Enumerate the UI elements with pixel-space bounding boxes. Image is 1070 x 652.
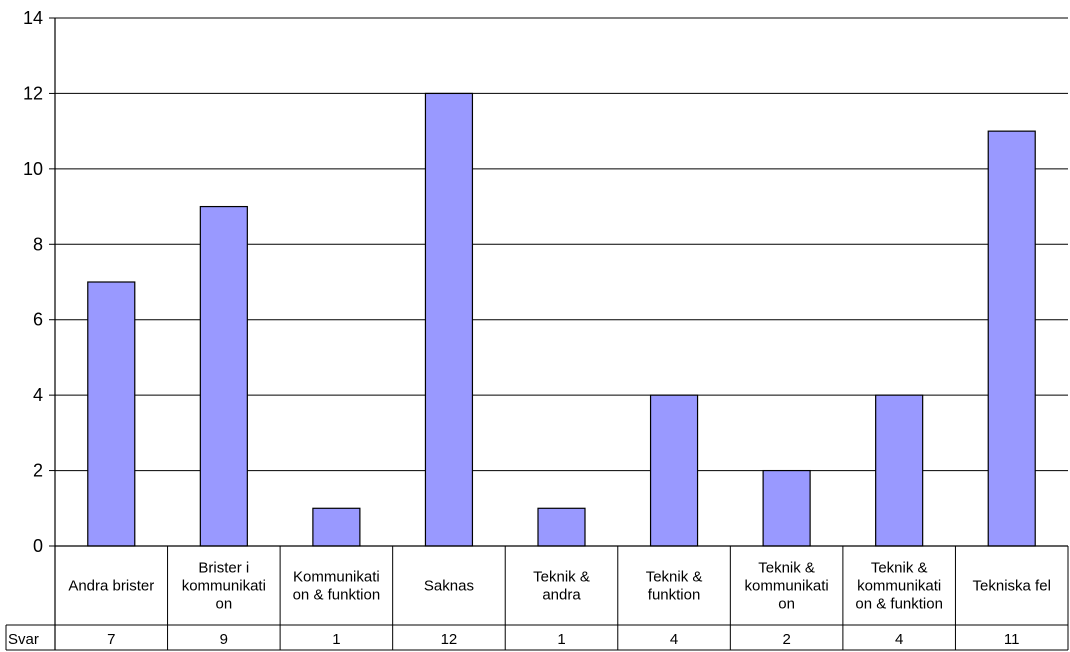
bars: [87, 92, 1036, 547]
series-label: Svar: [8, 631, 39, 648]
data-label: 2: [782, 631, 790, 648]
x-tick-label: Saknas: [424, 578, 474, 595]
bar: [762, 469, 811, 547]
bar: [649, 394, 699, 547]
x-tick-label: Tekniska fel: [973, 578, 1051, 595]
y-tick-label: 0: [33, 536, 43, 556]
x-tick-label: Teknik & funktion: [646, 569, 703, 604]
x-tick-label: Andra brister: [68, 578, 154, 595]
data-label: 1: [332, 631, 340, 648]
bar: [199, 205, 248, 547]
x-tick-label: Kommunikati on & funktion: [293, 569, 381, 604]
y-tick-label: 14: [23, 8, 43, 28]
x-tick-label: Teknik & kommunikati on: [745, 560, 829, 613]
data-label: 4: [895, 631, 903, 648]
bar: [424, 92, 474, 547]
data-label: 9: [220, 631, 228, 648]
data-label: 12: [441, 631, 458, 648]
x-tick-label: Teknik & andra: [533, 569, 590, 604]
data-label: 11: [1004, 631, 1020, 648]
x-tick-label: Brister i kommunikati on: [182, 560, 266, 613]
data-table: Svar Andra brister 7 Brister i kommunikati on…: [5, 546, 1069, 651]
y-tick-label: 8: [33, 234, 43, 254]
y-tick-labels: 0 2 4 6 8 10 12 14: [23, 8, 43, 556]
y-tick-label: 4: [33, 385, 43, 405]
y-tick-label: 2: [33, 461, 43, 481]
axes: [54, 18, 1068, 650]
bar: [312, 507, 361, 547]
y-tick-label: 12: [23, 83, 43, 103]
bar: [987, 130, 1036, 547]
data-label: 7: [107, 631, 115, 648]
data-label: 4: [670, 631, 678, 648]
y-tick-label: 10: [23, 159, 43, 179]
bar: [87, 281, 136, 547]
data-label: 1: [557, 631, 565, 648]
x-tick-label: Teknik & kommunikati on & funktion: [855, 560, 943, 613]
bar: [875, 394, 924, 547]
bar: [537, 507, 586, 547]
y-tick-label: 6: [33, 310, 43, 330]
